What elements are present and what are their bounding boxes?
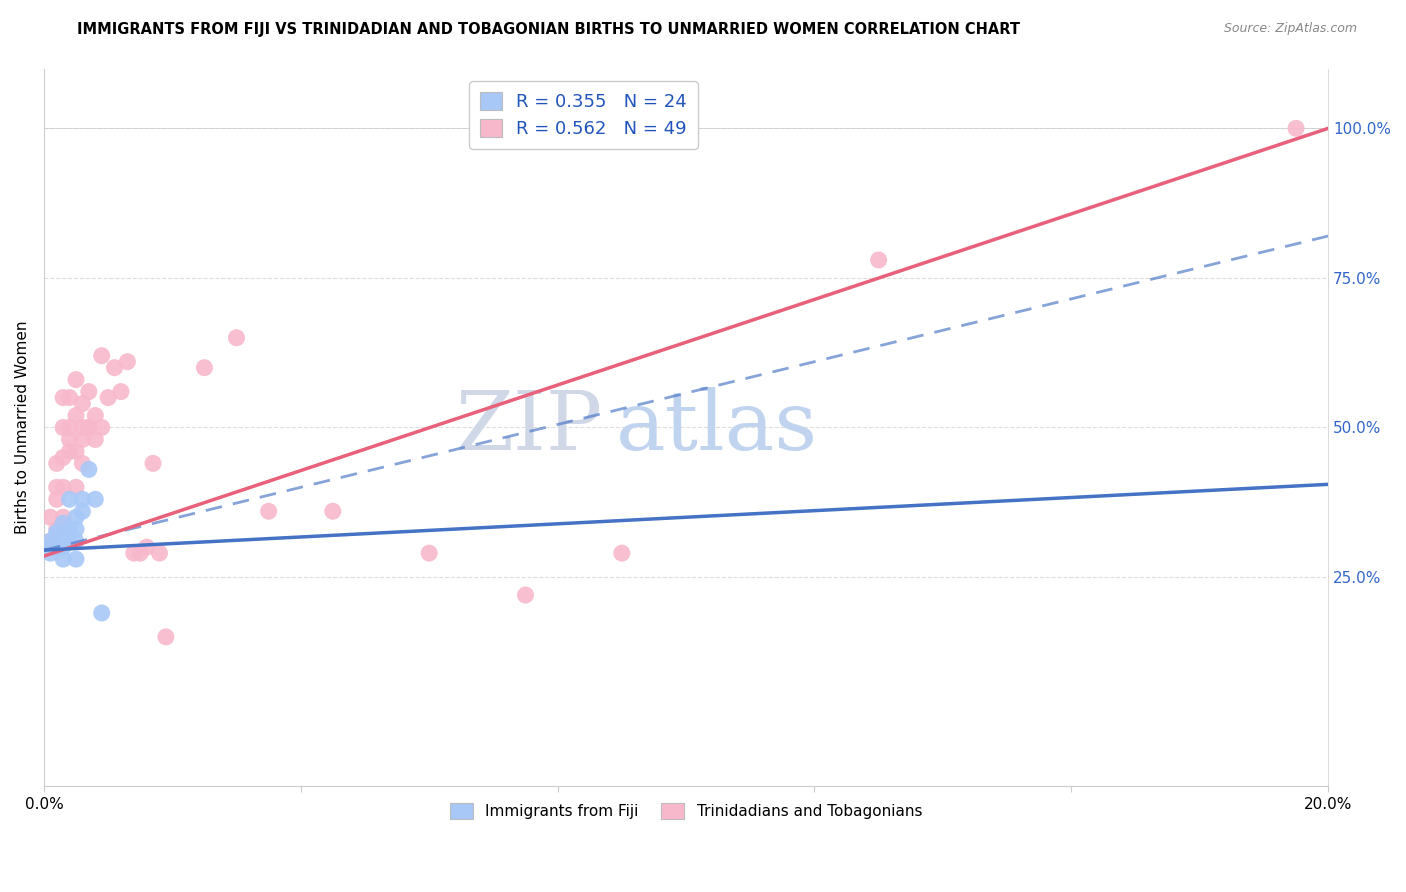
Point — [45, 457, 67, 471]
Point — [90, 606, 112, 620]
Point — [77, 462, 100, 476]
Point — [84, 492, 107, 507]
Point — [45, 480, 67, 494]
Point — [72, 492, 94, 507]
Point — [868, 252, 890, 267]
Point — [58, 522, 80, 536]
Point — [1285, 121, 1308, 136]
Point — [135, 540, 157, 554]
Point — [103, 360, 125, 375]
Point — [117, 354, 139, 368]
Point — [52, 531, 75, 545]
Point — [77, 420, 100, 434]
Point — [122, 546, 145, 560]
Point — [39, 510, 62, 524]
Point — [257, 504, 280, 518]
Point — [45, 531, 67, 545]
Text: atlas: atlas — [616, 387, 817, 467]
Point — [52, 552, 75, 566]
Point — [72, 433, 94, 447]
Point — [39, 546, 62, 560]
Legend: Immigrants from Fiji, Trinidadians and Tobagonians: Immigrants from Fiji, Trinidadians and T… — [444, 797, 928, 825]
Text: Source: ZipAtlas.com: Source: ZipAtlas.com — [1223, 22, 1357, 36]
Point — [45, 525, 67, 540]
Point — [52, 516, 75, 531]
Point — [418, 546, 440, 560]
Point — [52, 534, 75, 549]
Point — [39, 540, 62, 554]
Point — [65, 409, 87, 423]
Point — [65, 444, 87, 458]
Point — [155, 630, 177, 644]
Point — [58, 444, 80, 458]
Point — [148, 546, 170, 560]
Point — [52, 420, 75, 434]
Point — [72, 396, 94, 410]
Point — [193, 360, 215, 375]
Point — [72, 457, 94, 471]
Point — [225, 331, 247, 345]
Point — [77, 420, 100, 434]
Point — [84, 433, 107, 447]
Point — [52, 510, 75, 524]
Point — [515, 588, 537, 602]
Point — [84, 409, 107, 423]
Point — [58, 492, 80, 507]
Point — [45, 492, 67, 507]
Point — [65, 373, 87, 387]
Point — [97, 391, 120, 405]
Y-axis label: Births to Unmarried Women: Births to Unmarried Women — [15, 321, 30, 534]
Point — [52, 391, 75, 405]
Point — [39, 534, 62, 549]
Point — [45, 528, 67, 542]
Point — [52, 480, 75, 494]
Point — [65, 510, 87, 524]
Point — [72, 420, 94, 434]
Point — [45, 522, 67, 536]
Text: IMMIGRANTS FROM FIJI VS TRINIDADIAN AND TOBAGONIAN BIRTHS TO UNMARRIED WOMEN COR: IMMIGRANTS FROM FIJI VS TRINIDADIAN AND … — [77, 22, 1021, 37]
Point — [610, 546, 633, 560]
Point — [65, 522, 87, 536]
Point — [65, 552, 87, 566]
Point — [142, 457, 165, 471]
Point — [77, 384, 100, 399]
Point — [52, 450, 75, 465]
Point — [90, 349, 112, 363]
Point — [58, 528, 80, 542]
Text: ZIP: ZIP — [456, 387, 603, 467]
Point — [58, 420, 80, 434]
Point — [45, 540, 67, 554]
Point — [110, 384, 132, 399]
Point — [58, 391, 80, 405]
Point — [58, 433, 80, 447]
Point — [65, 534, 87, 549]
Point — [129, 546, 152, 560]
Point — [52, 540, 75, 554]
Point — [90, 420, 112, 434]
Point — [65, 480, 87, 494]
Point — [72, 504, 94, 518]
Point — [322, 504, 344, 518]
Point — [39, 534, 62, 549]
